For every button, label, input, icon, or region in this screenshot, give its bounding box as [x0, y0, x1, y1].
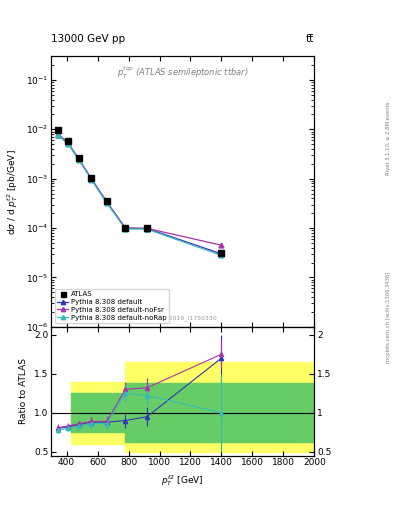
ATLAS [56, 126, 61, 133]
Line: ATLAS: ATLAS [55, 127, 224, 255]
Text: ATLAS_2019_I1750330: ATLAS_2019_I1750330 [147, 316, 218, 322]
ATLAS [219, 249, 224, 255]
ATLAS [145, 225, 149, 231]
Line: Pythia 8.308 default-noFsr: Pythia 8.308 default-noFsr [56, 132, 224, 248]
Pythia 8.308 default-noRap [105, 200, 109, 206]
ATLAS [105, 198, 109, 204]
Pythia 8.308 default-noRap [123, 226, 128, 232]
Pythia 8.308 default [219, 251, 224, 257]
Pythia 8.308 default-noRap [56, 132, 61, 138]
ATLAS [77, 155, 81, 161]
ATLAS [89, 175, 94, 181]
Text: 13000 GeV pp: 13000 GeV pp [51, 33, 125, 44]
Text: $p_T^{top}$ (ATLAS semileptonic ttbar): $p_T^{top}$ (ATLAS semileptonic ttbar) [117, 65, 249, 81]
Pythia 8.308 default-noRap [66, 141, 70, 147]
Pythia 8.308 default-noFsr [66, 140, 70, 146]
Pythia 8.308 default [105, 199, 109, 205]
Pythia 8.308 default-noFsr [219, 242, 224, 248]
Pythia 8.308 default-noRap [89, 177, 94, 183]
Line: Pythia 8.308 default-noRap: Pythia 8.308 default-noRap [56, 133, 224, 258]
ATLAS [66, 138, 70, 144]
Pythia 8.308 default-noFsr [77, 156, 81, 162]
Text: tt̅: tt̅ [306, 33, 314, 44]
Pythia 8.308 default-noFsr [145, 225, 149, 231]
Y-axis label: d$\sigma$ / d $p_T^{t2}$ [pb/GeV]: d$\sigma$ / d $p_T^{t2}$ [pb/GeV] [5, 148, 20, 234]
X-axis label: $p_T^{t2}$ [GeV]: $p_T^{t2}$ [GeV] [162, 473, 204, 488]
ATLAS [123, 225, 128, 231]
Pythia 8.308 default-noFsr [123, 225, 128, 231]
Text: Rivet 3.1.10, ≥ 2.8M events: Rivet 3.1.10, ≥ 2.8M events [386, 101, 391, 175]
Pythia 8.308 default-noFsr [105, 199, 109, 205]
Pythia 8.308 default [89, 176, 94, 182]
Line: Pythia 8.308 default: Pythia 8.308 default [56, 132, 224, 257]
Pythia 8.308 default-noRap [77, 157, 81, 163]
Pythia 8.308 default-noRap [219, 252, 224, 259]
Pythia 8.308 default-noFsr [89, 176, 94, 182]
Pythia 8.308 default-noFsr [56, 131, 61, 137]
Pythia 8.308 default-noRap [145, 226, 149, 232]
Legend: ATLAS, Pythia 8.308 default, Pythia 8.308 default-noFsr, Pythia 8.308 default-no: ATLAS, Pythia 8.308 default, Pythia 8.30… [55, 289, 169, 324]
Pythia 8.308 default [145, 225, 149, 231]
Pythia 8.308 default [123, 225, 128, 231]
Pythia 8.308 default [77, 156, 81, 162]
Pythia 8.308 default [56, 132, 61, 138]
Pythia 8.308 default [66, 140, 70, 146]
Y-axis label: Ratio to ATLAS: Ratio to ATLAS [19, 358, 28, 424]
Text: mcplots.cern.ch [arXiv:1306.3436]: mcplots.cern.ch [arXiv:1306.3436] [386, 272, 391, 363]
